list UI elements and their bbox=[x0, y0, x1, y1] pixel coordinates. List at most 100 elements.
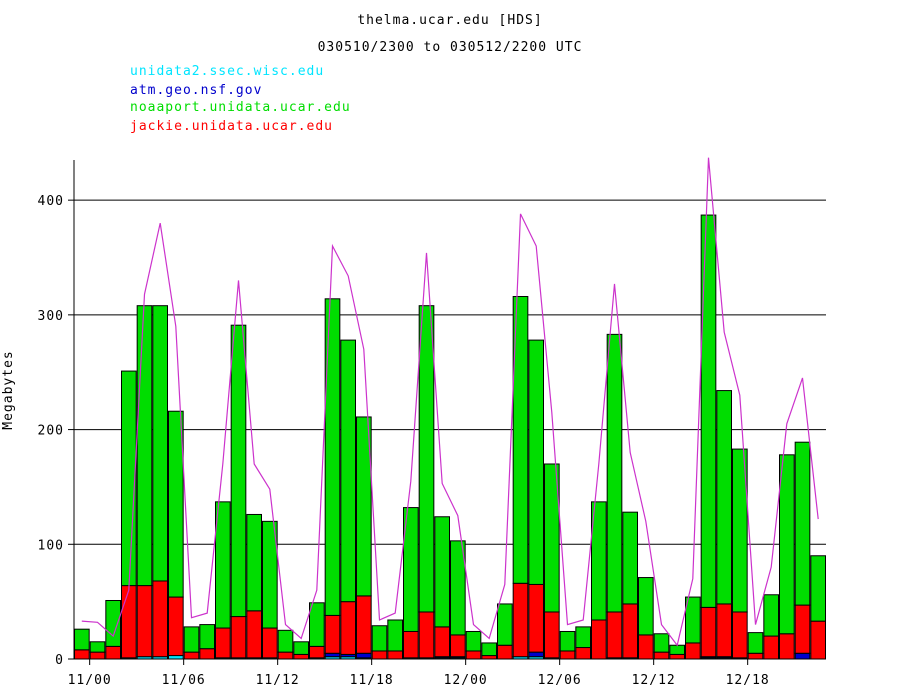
x-tick-label: 11/12 bbox=[256, 673, 300, 688]
bar-segment bbox=[700, 214, 717, 608]
bar-segment bbox=[89, 651, 106, 660]
x-tick-label: 12/18 bbox=[726, 673, 770, 688]
bar-segment bbox=[277, 651, 294, 660]
bar-segment bbox=[622, 511, 638, 605]
x-tick-label: 12/06 bbox=[538, 673, 582, 688]
bar-segment bbox=[230, 324, 247, 618]
legend-entry-noaaport: noaaport.unidata.ucar.edu bbox=[130, 100, 351, 115]
bar-segment bbox=[105, 645, 122, 660]
y-tick-label: 400 bbox=[38, 194, 64, 209]
legend: unidata2.ssec.wisc.edu atm.geo.nsf.gov n… bbox=[130, 64, 351, 134]
bar-segment bbox=[434, 516, 451, 628]
bar-segment bbox=[512, 296, 529, 584]
bar-segment bbox=[763, 635, 779, 660]
bar-segment bbox=[591, 619, 607, 660]
bar-segment bbox=[653, 651, 670, 660]
bar-segment bbox=[309, 645, 325, 659]
total-line-path bbox=[81, 157, 819, 647]
x-tick-label: 12/12 bbox=[632, 673, 676, 688]
bar-segment bbox=[669, 653, 685, 660]
bar-segment bbox=[121, 370, 137, 587]
bar-segment bbox=[356, 595, 372, 654]
bar-segment bbox=[340, 339, 357, 603]
chart-title: thelma.ucar.edu [HDS] bbox=[357, 13, 542, 28]
bar-segment bbox=[152, 580, 168, 658]
bar-segment bbox=[324, 652, 341, 658]
bar-segment bbox=[387, 650, 404, 660]
bar-segment bbox=[747, 632, 764, 654]
bar-segment bbox=[450, 540, 466, 636]
bar-segment bbox=[763, 594, 779, 637]
bar-segment bbox=[199, 624, 215, 650]
bar-segment bbox=[653, 633, 670, 653]
bar-segment bbox=[810, 620, 826, 660]
bar-segment bbox=[356, 652, 372, 659]
bar-segment bbox=[74, 649, 90, 660]
bar-segment bbox=[544, 611, 560, 659]
bar-segment bbox=[450, 634, 466, 658]
y-tick-label: 100 bbox=[38, 538, 64, 553]
bar-segment bbox=[371, 625, 388, 652]
bar-segment bbox=[168, 596, 184, 657]
bar-segment bbox=[732, 611, 748, 659]
bar-segment bbox=[136, 305, 153, 587]
bar-segment bbox=[215, 501, 231, 629]
legend-entry-atm: atm.geo.nsf.gov bbox=[130, 83, 262, 98]
bar-segment bbox=[685, 596, 701, 644]
bar-segment bbox=[434, 626, 451, 658]
bar-segment bbox=[481, 642, 498, 657]
bar-segment bbox=[810, 555, 826, 622]
x-tick-label: 12/00 bbox=[444, 673, 488, 688]
y-tick-label: 0 bbox=[55, 653, 64, 668]
bar-segment bbox=[512, 582, 529, 658]
bar-segment bbox=[528, 583, 544, 653]
bar-segment bbox=[622, 603, 638, 659]
bar-segment bbox=[497, 644, 513, 660]
bar-segment bbox=[230, 616, 247, 659]
bar-segment bbox=[262, 520, 278, 629]
bar-segment bbox=[74, 628, 90, 651]
x-tick-label: 11/06 bbox=[162, 673, 206, 688]
bar-segment bbox=[183, 626, 200, 653]
bar-segment bbox=[168, 655, 184, 660]
bar-segment bbox=[403, 630, 419, 659]
bar-segment bbox=[669, 644, 685, 655]
bar-segment bbox=[779, 633, 795, 660]
bar-segment bbox=[528, 651, 544, 658]
bar-segment bbox=[356, 416, 372, 597]
bar-segment bbox=[246, 610, 262, 659]
bar-segment bbox=[528, 339, 544, 585]
total-line bbox=[81, 157, 819, 647]
bar-segment bbox=[465, 650, 482, 660]
bar-segment bbox=[105, 599, 122, 647]
bar-segment bbox=[136, 585, 153, 658]
bar-segment bbox=[403, 507, 419, 632]
bar-segment bbox=[638, 577, 654, 636]
bar-segment bbox=[340, 601, 357, 655]
bar-segment bbox=[606, 611, 623, 659]
axes: 0 100 200 300 400 11/00 11/06 11/12 11/18 12/00 12… bbox=[38, 160, 826, 688]
chart-subtitle: 030510/2300 to 030512/2200 UTC bbox=[318, 40, 583, 55]
bar-segment bbox=[559, 630, 576, 652]
bar-segment bbox=[779, 454, 795, 635]
bar-segment bbox=[559, 650, 576, 660]
bar-segment bbox=[324, 614, 341, 654]
y-axis-label: Megabytes bbox=[1, 350, 16, 429]
bar-segment bbox=[168, 410, 184, 598]
x-tick-label: 11/18 bbox=[350, 673, 394, 688]
legend-entry-unidata2: unidata2.ssec.wisc.edu bbox=[130, 64, 324, 79]
bars bbox=[74, 214, 826, 660]
bar-segment bbox=[293, 653, 310, 660]
bar-segment bbox=[418, 611, 435, 659]
bar-segment bbox=[575, 647, 591, 660]
bar-segment bbox=[716, 390, 732, 605]
bar-segment bbox=[121, 585, 137, 659]
bar-segment bbox=[575, 626, 591, 649]
bar-segment bbox=[606, 333, 623, 613]
bar-segment bbox=[387, 619, 404, 652]
y-tick-label: 200 bbox=[38, 424, 64, 439]
bar-segment bbox=[716, 603, 732, 658]
bar-segment bbox=[794, 604, 811, 654]
bar-segment bbox=[418, 305, 435, 613]
